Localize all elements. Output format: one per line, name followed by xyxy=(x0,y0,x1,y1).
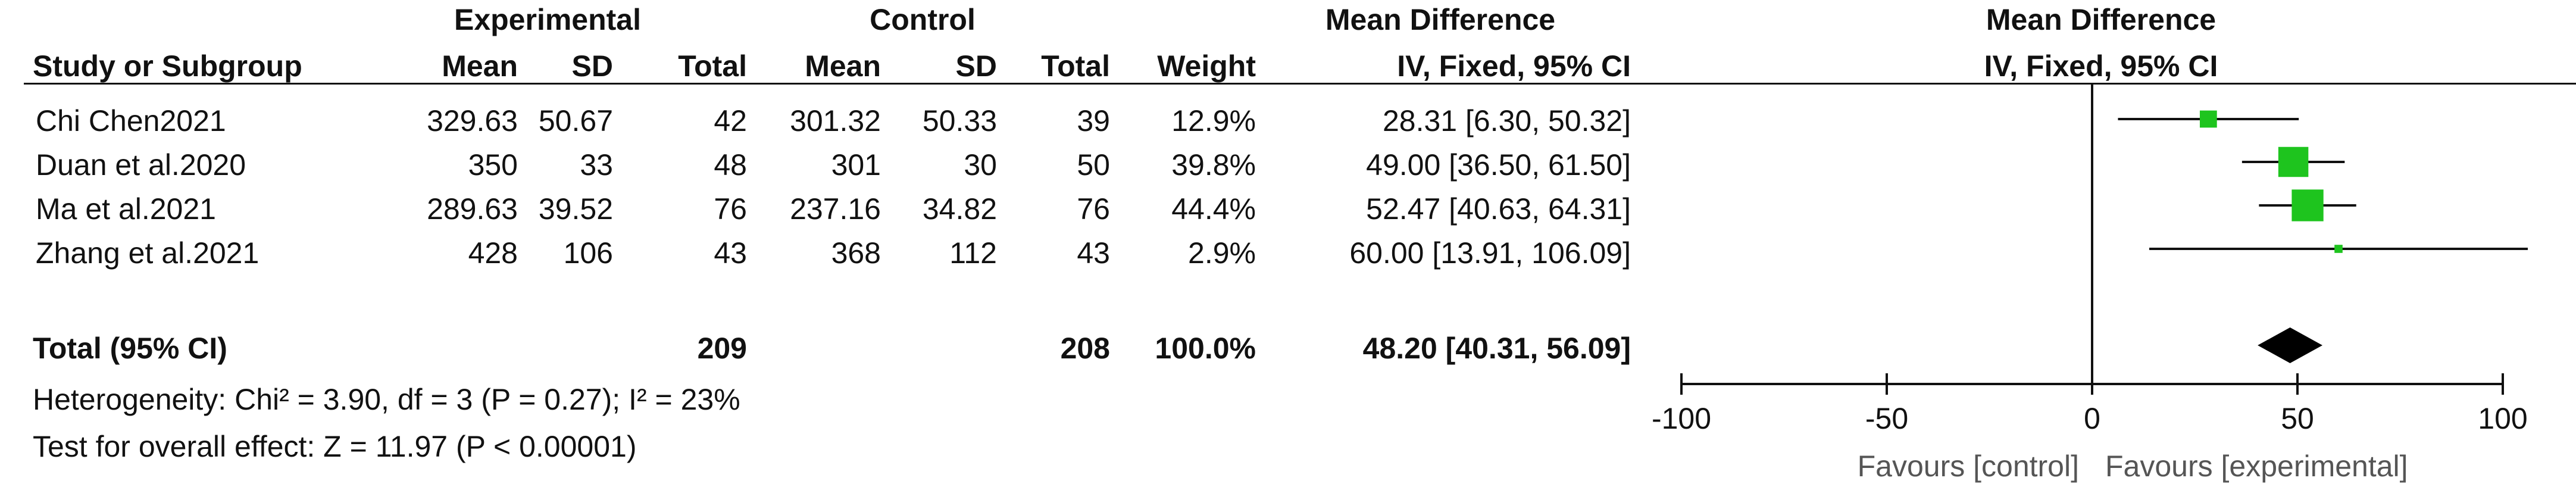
x-tick-label: -100 xyxy=(1652,402,1711,435)
exp-total-cell: 42 xyxy=(714,104,747,138)
exp-sd-cell: 106 xyxy=(563,236,613,270)
study-name: Zhang et al.2021 xyxy=(36,236,260,270)
method-plot-header: IV, Fixed, 95% CI xyxy=(1984,49,2218,83)
pooled-diamond xyxy=(2258,327,2323,363)
experimental-group-header: Experimental xyxy=(454,3,641,36)
total-ctl-total: 208 xyxy=(1060,332,1110,365)
ctl-mean-cell: 301 xyxy=(831,148,881,182)
mean-difference-plot-header: Mean Difference xyxy=(1986,3,2217,36)
ctl-total-cell: 76 xyxy=(1077,192,1110,226)
mean-difference-table-header: Mean Difference xyxy=(1325,3,1556,36)
ctl-total-cell: 43 xyxy=(1077,236,1110,270)
study-name: Ma et al.2021 xyxy=(36,192,216,226)
ctl-sd-cell: 34.82 xyxy=(922,192,997,226)
exp-total-cell: 43 xyxy=(714,236,747,270)
ctl-mean-cell: 301.32 xyxy=(790,104,881,138)
exp-mean-header: Mean xyxy=(442,49,518,83)
overall-effect-text: Test for overall effect: Z = 11.97 (P < … xyxy=(33,430,637,463)
ctl-total-header: Total xyxy=(1041,49,1110,83)
exp-sd-header: SD xyxy=(571,49,613,83)
weight-cell: 2.9% xyxy=(1188,236,1256,270)
study-effect-marker xyxy=(2334,245,2343,253)
total-exp-total: 209 xyxy=(697,332,747,365)
ctl-mean-header: Mean xyxy=(805,49,881,83)
md-ci-cell: 60.00 [13.91, 106.09] xyxy=(1349,236,1631,270)
exp-mean-cell: 289.63 xyxy=(427,192,518,226)
study-effect-marker xyxy=(2278,146,2309,177)
exp-sd-cell: 33 xyxy=(580,148,613,182)
ctl-total-cell: 39 xyxy=(1077,104,1110,138)
exp-sd-cell: 50.67 xyxy=(538,104,613,138)
md-ci-cell: 49.00 [36.50, 61.50] xyxy=(1366,148,1631,182)
ctl-sd-cell: 50.33 xyxy=(922,104,997,138)
weight-header: Weight xyxy=(1157,49,1256,83)
control-group-header: Control xyxy=(870,3,976,36)
total-weight: 100.0% xyxy=(1155,332,1256,365)
x-tick-label: -50 xyxy=(1865,402,1908,435)
x-tick-label: 0 xyxy=(2084,402,2100,435)
ctl-sd-header: SD xyxy=(955,49,997,83)
weight-cell: 44.4% xyxy=(1171,192,1256,226)
method-table-header: IV, Fixed, 95% CI xyxy=(1397,49,1631,83)
weight-cell: 12.9% xyxy=(1171,104,1256,138)
md-ci-cell: 28.31 [6.30, 50.32] xyxy=(1382,104,1631,138)
favours-experimental-label: Favours [experimental] xyxy=(2105,449,2408,483)
study-name: Chi Chen2021 xyxy=(36,104,226,138)
exp-total-cell: 76 xyxy=(714,192,747,226)
x-tick-label: 100 xyxy=(2478,402,2527,435)
exp-mean-cell: 350 xyxy=(468,148,518,182)
ctl-sd-cell: 112 xyxy=(949,236,997,270)
favours-control-label: Favours [control] xyxy=(1858,449,2079,483)
heterogeneity-text: Heterogeneity: Chi² = 3.90, df = 3 (P = … xyxy=(33,383,740,416)
study-or-subgroup-header: Study or Subgroup xyxy=(33,49,302,83)
exp-total-cell: 48 xyxy=(714,148,747,182)
md-ci-cell: 52.47 [40.63, 64.31] xyxy=(1366,192,1631,226)
total-md-ci: 48.20 [40.31, 56.09] xyxy=(1362,332,1631,365)
ctl-total-cell: 50 xyxy=(1077,148,1110,182)
ctl-sd-cell: 30 xyxy=(964,148,997,182)
x-tick-label: 50 xyxy=(2281,402,2314,435)
study-name: Duan et al.2020 xyxy=(36,148,246,182)
total-label: Total (95% CI) xyxy=(33,332,227,365)
study-effect-marker xyxy=(2291,189,2324,221)
ctl-mean-cell: 237.16 xyxy=(790,192,881,226)
exp-mean-cell: 329.63 xyxy=(427,104,518,138)
ctl-mean-cell: 368 xyxy=(831,236,881,270)
study-effect-marker xyxy=(2199,110,2217,128)
exp-mean-cell: 428 xyxy=(468,236,518,270)
exp-sd-cell: 39.52 xyxy=(538,192,613,226)
header-divider xyxy=(24,83,2576,85)
exp-total-header: Total xyxy=(678,49,747,83)
weight-cell: 39.8% xyxy=(1171,148,1256,182)
